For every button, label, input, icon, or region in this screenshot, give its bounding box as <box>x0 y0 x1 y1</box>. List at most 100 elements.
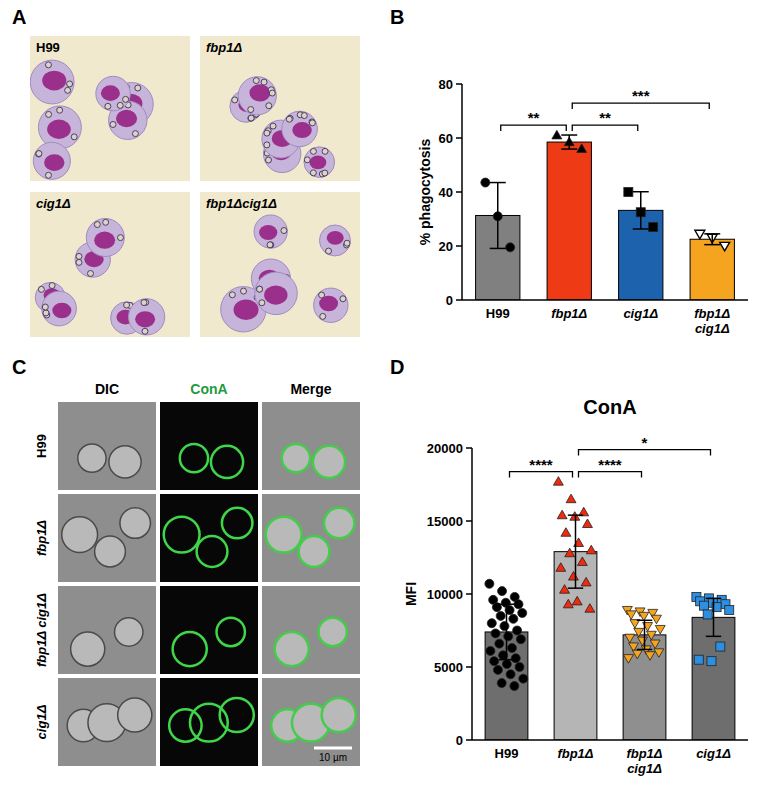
y-tick-label: 40 <box>439 185 453 200</box>
x-tick-label-line: cig1Δ <box>695 321 730 336</box>
significance-label: **** <box>598 456 622 473</box>
micrograph-ground <box>58 402 156 490</box>
micrograph <box>200 36 360 181</box>
data-point <box>716 642 725 651</box>
yeast-cell <box>286 116 292 122</box>
y-tick <box>456 299 462 301</box>
y-tick <box>456 137 462 139</box>
data-point <box>626 611 636 620</box>
bar <box>692 617 735 740</box>
macrophage <box>86 218 124 256</box>
yeast-cell <box>76 259 82 265</box>
error-bar-cap <box>490 248 506 250</box>
x-tick-label-line: fbp1Δ <box>694 306 730 321</box>
x-tick-label: cig1Δ <box>696 746 731 761</box>
error-bar-cap <box>561 134 577 136</box>
data-point <box>481 178 490 187</box>
data-point <box>561 528 571 537</box>
micrograph <box>262 494 360 582</box>
nucleus <box>292 122 312 138</box>
micrograph-ground <box>160 402 258 490</box>
error-bar-cap <box>499 603 514 605</box>
data-point <box>583 519 593 528</box>
yeast-cell <box>310 170 316 176</box>
micrograph <box>262 402 360 490</box>
yeast-cell <box>229 292 235 298</box>
data-point <box>572 596 582 605</box>
data-point <box>507 644 516 653</box>
bar <box>623 635 666 740</box>
data-point <box>581 577 591 586</box>
label-ground <box>34 195 73 212</box>
micrograph <box>58 586 156 674</box>
data-point <box>500 622 509 631</box>
macrophage <box>319 225 350 256</box>
yeast-cell <box>322 148 328 154</box>
panel-letter: B <box>390 6 404 28</box>
data-point <box>486 646 495 655</box>
y-tick <box>456 191 462 193</box>
column-head: DIC <box>95 381 119 397</box>
nucleus <box>234 300 259 320</box>
y-tick <box>466 666 472 668</box>
yeast-cell <box>266 103 272 109</box>
cell <box>62 517 98 553</box>
data-point <box>504 632 513 641</box>
plot-marks <box>485 477 735 740</box>
error-bar-stem <box>712 234 714 245</box>
data-point <box>725 606 734 615</box>
yeast-cell <box>320 313 326 319</box>
data-point <box>694 655 703 664</box>
yeast-cell <box>46 111 52 117</box>
data-point <box>485 579 494 588</box>
yeast-cell <box>123 96 129 102</box>
yeast-cell <box>248 115 254 121</box>
data-point <box>493 665 502 674</box>
data-point <box>655 625 665 634</box>
data-point <box>625 634 635 643</box>
micrograph-label: fbp1Δcig1Δ <box>206 196 277 211</box>
macrophage <box>282 111 317 146</box>
yeast-cell <box>264 130 270 136</box>
cell-merge <box>324 508 355 539</box>
row-label: cig1Δ <box>34 704 49 739</box>
yeast-cell <box>322 170 328 176</box>
significance-label: *** <box>632 87 650 104</box>
micrograph-ground <box>262 494 360 582</box>
micrograph <box>58 494 156 582</box>
yeast-cell <box>257 286 263 292</box>
yeast-cell <box>49 283 55 289</box>
nucleus <box>309 156 326 170</box>
yeast-cell <box>232 97 238 103</box>
x-tick-label: cig1Δ <box>623 306 658 321</box>
data-point <box>695 230 705 239</box>
data-point <box>566 494 576 503</box>
yeast-cell <box>326 248 332 254</box>
macrophage <box>254 215 287 248</box>
nucleus <box>42 71 66 91</box>
yeast-cell <box>76 253 82 259</box>
error-bar-cap <box>633 228 649 230</box>
data-point <box>703 610 712 619</box>
cell-stain <box>220 698 254 732</box>
nucleus <box>116 110 137 127</box>
data-point <box>497 679 506 688</box>
yeast-cell <box>257 286 263 292</box>
nucleus <box>249 84 270 101</box>
data-point <box>577 144 587 153</box>
y-tick-label: 20000 <box>427 441 463 456</box>
y-tick <box>466 593 472 595</box>
data-point <box>498 587 507 596</box>
data-point <box>586 545 596 554</box>
error-bar-cap <box>706 636 721 638</box>
data-point <box>502 660 511 669</box>
data-point <box>577 557 587 566</box>
cell <box>115 618 143 646</box>
panel-letter: A <box>12 6 26 28</box>
column-head: ConA <box>190 381 227 397</box>
nucleus <box>264 286 287 305</box>
micrograph-label: cig1Δ <box>36 196 71 211</box>
cell-stain <box>211 446 243 478</box>
data-point <box>637 637 647 646</box>
yeast-cell <box>124 302 130 308</box>
